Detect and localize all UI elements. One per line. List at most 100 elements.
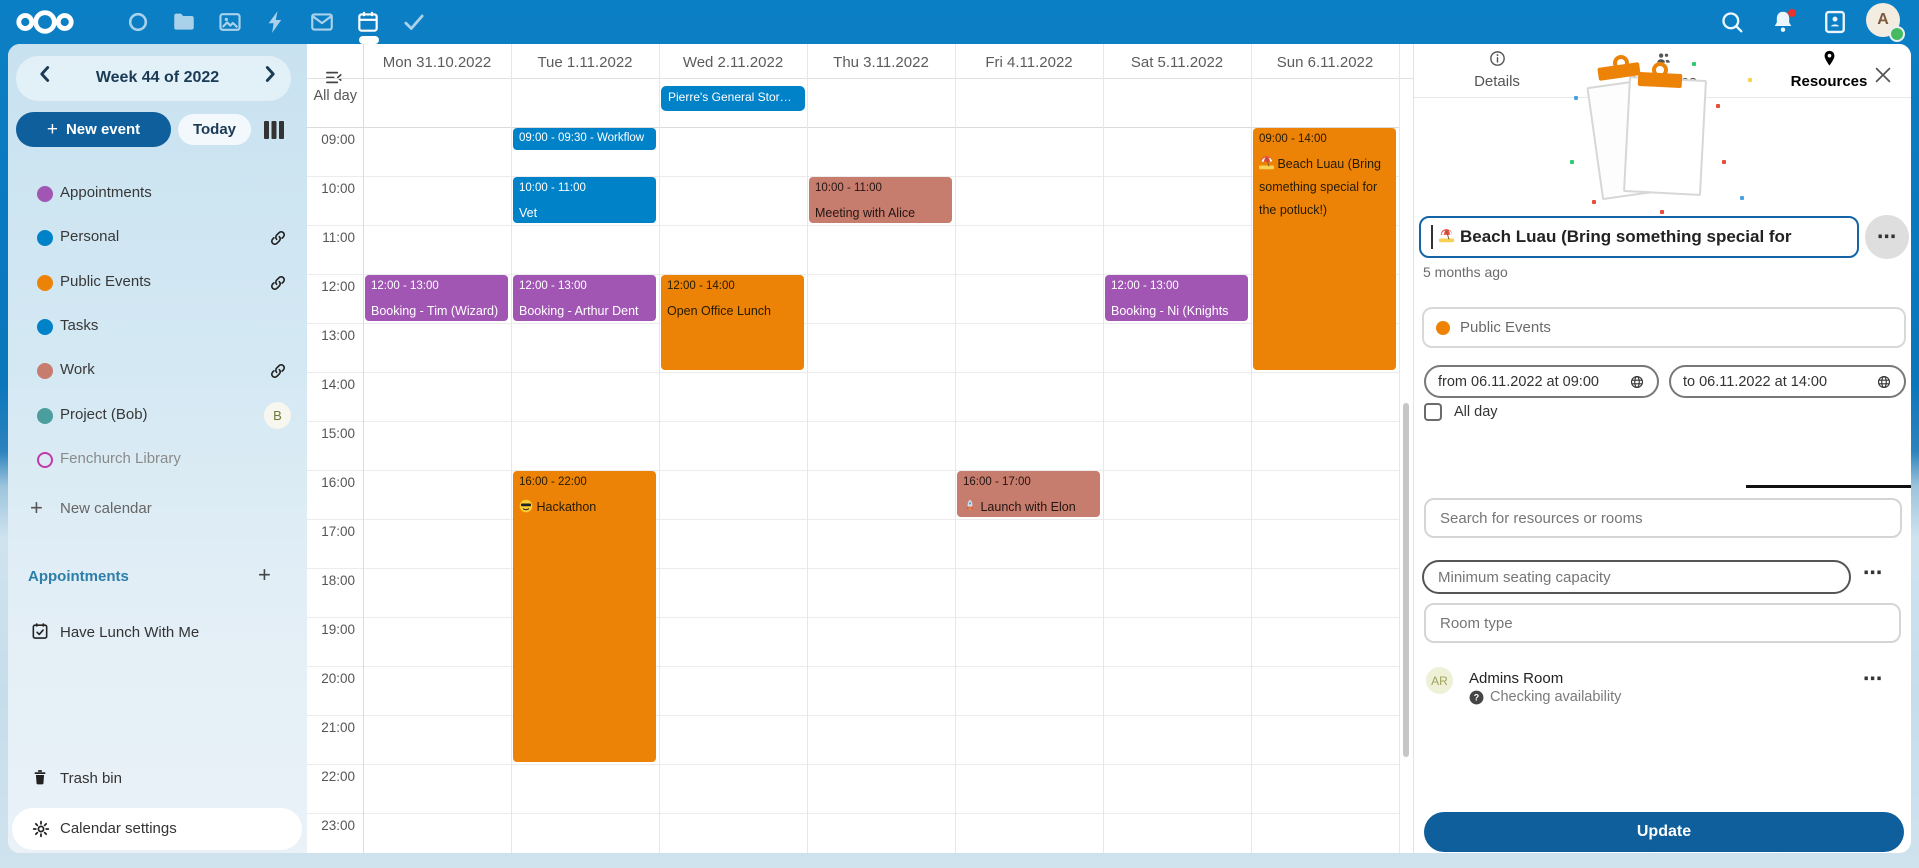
content-area: Week 44 of 2022 + New event Today Appoin…: [8, 44, 1911, 853]
calendar-item-work[interactable]: Work: [8, 351, 307, 391]
event-time: 16:00 - 22:00: [519, 476, 587, 488]
hour-label: 20:00: [321, 671, 355, 686]
hour-gridline: [307, 519, 1399, 520]
trash-bin-label: Trash bin: [60, 770, 122, 787]
column-gridline: [659, 44, 660, 853]
shared-link-icon[interactable]: [268, 273, 288, 293]
event-title: Launch with Elon: [963, 496, 1094, 517]
nextcloud-logo-icon[interactable]: [14, 7, 76, 37]
new-event-button[interactable]: + New event: [16, 112, 171, 147]
event-title-input[interactable]: Beach Luau (Bring something special for: [1419, 216, 1859, 258]
mail-app-icon[interactable]: [309, 9, 335, 35]
calendar-event[interactable]: 10:00 - 11:00 Vet: [513, 177, 656, 223]
calendar-scrollbar[interactable]: [1403, 403, 1409, 757]
calendar-event[interactable]: 16:00 - 17:00 Launch with Elon: [957, 471, 1100, 517]
calendar-color-dot: [37, 318, 53, 335]
calendar-app-icon[interactable]: [355, 9, 381, 35]
calendar-item-personal[interactable]: Personal: [8, 218, 307, 258]
notification-badge: [1788, 9, 1796, 17]
calendar-item-tasks[interactable]: Tasks: [8, 307, 307, 347]
shared-link-icon[interactable]: [268, 228, 288, 248]
trash-icon: [31, 768, 49, 788]
hour-gridline: [307, 813, 1399, 814]
today-button[interactable]: Today: [178, 114, 251, 145]
calendar-select[interactable]: Public Events: [1422, 307, 1906, 348]
hour-label: 18:00: [321, 573, 355, 588]
resource-name: Admins Room: [1469, 670, 1564, 687]
add-appointment-config-button[interactable]: +: [258, 562, 271, 587]
circle-app-icon[interactable]: [125, 9, 151, 35]
event-end-input[interactable]: to 06.11.2022 at 14:00: [1669, 365, 1906, 398]
calendar-event[interactable]: 12:00 - 14:00 Open Office Lunch: [661, 275, 804, 370]
event-actions-menu-button[interactable]: ⋯: [1865, 215, 1909, 259]
day-header: Fri 4.11.2022: [985, 54, 1073, 71]
tasks-app-icon[interactable]: [401, 9, 427, 35]
hour-label: 15:00: [321, 426, 355, 441]
all-day-checkbox-label: All day: [1454, 404, 1498, 420]
top-bar: A: [0, 0, 1919, 44]
beach-emoji-icon: [1439, 228, 1454, 246]
calendar-item-label: Project (Bob): [60, 405, 148, 423]
photos-app-icon[interactable]: [217, 9, 243, 35]
view-columns-icon[interactable]: [262, 119, 286, 141]
resource-menu-button[interactable]: ⋯: [1863, 669, 1883, 690]
resource-search-input[interactable]: [1424, 498, 1902, 538]
people-icon: [1654, 49, 1673, 68]
week-label[interactable]: Week 44 of 2022: [95, 69, 220, 86]
previous-week-chevron-icon[interactable]: [32, 61, 58, 87]
resource-avatar: AR: [1426, 667, 1453, 694]
appointment-item-have-lunch-with-me[interactable]: Have Lunch With Me: [8, 616, 307, 654]
search-icon[interactable]: [1718, 8, 1746, 36]
calendar-settings-button[interactable]: Calendar settings: [12, 808, 302, 850]
new-calendar-button[interactable]: + New calendar: [8, 489, 307, 529]
notifications-bell-icon[interactable]: [1769, 8, 1797, 36]
tab-details[interactable]: Details: [1414, 44, 1580, 97]
calendar-event[interactable]: 09:00 - 09:30 - Workflow: [513, 128, 656, 150]
event-time: 12:00 - 13:00: [519, 280, 587, 292]
all-day-event[interactable]: Pierre's General Stor…: [661, 86, 805, 111]
activity-app-icon[interactable]: [263, 9, 289, 35]
event-title: Beach Luau (Bring something special for …: [1259, 156, 1382, 217]
hour-label: 11:00: [322, 230, 355, 245]
calendar-event[interactable]: 12:00 - 13:00 Booking - Ni (Knights: [1105, 275, 1248, 321]
event-title-text: Beach Luau (Bring something special for: [1460, 227, 1792, 246]
hour-gridline: [307, 421, 1399, 422]
files-app-icon[interactable]: [171, 9, 197, 35]
tab-resources[interactable]: Resources: [1746, 44, 1911, 97]
calendar-event[interactable]: 16:00 - 22:00 Hackathon: [513, 471, 656, 762]
event-start-input[interactable]: from 06.11.2022 at 09:00: [1424, 365, 1659, 398]
tab-label: Details: [1474, 73, 1520, 90]
column-gridline: [1399, 44, 1400, 853]
hour-label: 10:00: [321, 181, 355, 196]
trash-bin-item[interactable]: Trash bin: [8, 762, 307, 798]
close-icon[interactable]: [1872, 64, 1894, 86]
calendar-item-appointments[interactable]: Appointments: [8, 174, 307, 214]
calendar-item-fenchurch-library[interactable]: Fenchurch Library: [8, 440, 307, 480]
week-picker[interactable]: [16, 56, 291, 101]
next-week-chevron-icon[interactable]: [257, 61, 283, 87]
calendar-event[interactable]: 10:00 - 11:00 Meeting with Alice: [809, 177, 952, 223]
timezone-globe-icon: [1876, 374, 1892, 390]
collapse-sidebar-icon[interactable]: [325, 70, 343, 86]
column-gridline: [807, 44, 808, 853]
calendar-item-label: Public Events: [60, 272, 151, 290]
calendar-event[interactable]: 12:00 - 13:00 Booking - Arthur Dent: [513, 275, 656, 321]
new-event-label: New event: [65, 121, 141, 138]
shared-link-icon[interactable]: [268, 361, 288, 381]
calendar-item-project-bob-[interactable]: Project (Bob) B: [8, 396, 307, 436]
room-type-input[interactable]: [1424, 603, 1901, 643]
day-header: Mon 31.10.2022: [382, 54, 492, 71]
all-day-checkbox[interactable]: [1424, 403, 1442, 421]
contacts-icon[interactable]: [1821, 8, 1849, 36]
seating-options-menu-button[interactable]: ⋯: [1863, 563, 1883, 584]
update-button[interactable]: Update: [1424, 812, 1904, 852]
hour-label: 12:00: [321, 279, 355, 294]
calendar-event[interactable]: 12:00 - 13:00 Booking - Tim (Wizard): [365, 275, 508, 321]
hour-gridline: [307, 617, 1399, 618]
last-modified-text: 5 months ago: [1423, 264, 1508, 280]
svg-text:?: ?: [1474, 693, 1479, 703]
seating-capacity-input[interactable]: [1422, 560, 1851, 594]
column-gridline: [511, 44, 512, 853]
calendar-event[interactable]: 09:00 - 14:00 Beach Luau (Bring somethin…: [1253, 128, 1396, 370]
calendar-item-public-events[interactable]: Public Events: [8, 263, 307, 303]
